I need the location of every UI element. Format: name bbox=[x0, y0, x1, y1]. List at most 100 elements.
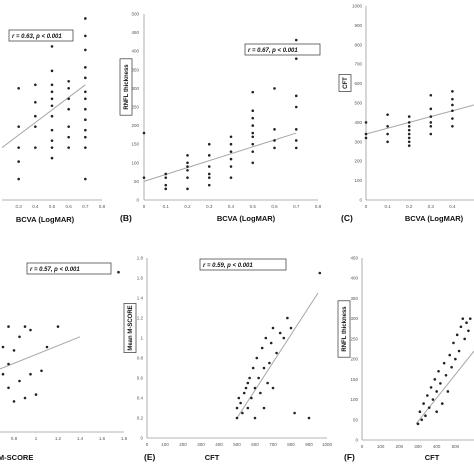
y-tick-label: 0 bbox=[140, 436, 143, 441]
data-point bbox=[266, 381, 269, 385]
data-point bbox=[451, 90, 454, 93]
data-point bbox=[50, 90, 54, 94]
data-point bbox=[251, 109, 255, 113]
x-tick-label: 900 bbox=[305, 442, 313, 447]
data-point bbox=[439, 382, 442, 385]
x-tick-label: 0.4 bbox=[449, 204, 456, 209]
data-point bbox=[268, 361, 271, 365]
data-point bbox=[286, 316, 289, 320]
data-point bbox=[229, 165, 233, 168]
data-point bbox=[1, 372, 5, 376]
data-point bbox=[84, 118, 87, 122]
data-point bbox=[84, 34, 87, 38]
data-point bbox=[289, 326, 293, 330]
data-point bbox=[429, 386, 433, 389]
data-point bbox=[463, 337, 466, 341]
x-tick-label: 0.6 bbox=[66, 204, 73, 209]
data-point bbox=[246, 381, 250, 385]
y-tick-label: 150 bbox=[131, 142, 139, 147]
data-point bbox=[442, 361, 446, 365]
data-point bbox=[229, 176, 233, 179]
data-point bbox=[84, 97, 87, 101]
data-point bbox=[34, 114, 37, 118]
x-tick-label: 1 bbox=[35, 436, 38, 441]
data-point bbox=[34, 100, 37, 104]
data-point bbox=[84, 48, 87, 52]
data-point bbox=[50, 156, 54, 160]
data-point bbox=[18, 335, 21, 339]
data-point bbox=[273, 139, 276, 142]
data-point bbox=[186, 154, 189, 157]
data-point bbox=[446, 390, 450, 393]
data-point bbox=[260, 346, 264, 350]
data-point bbox=[84, 90, 87, 94]
data-point bbox=[67, 107, 70, 111]
y-axis-label: RNFL thickness bbox=[124, 64, 130, 110]
x-tick-label: 0.3 bbox=[206, 204, 213, 209]
y-tick-label: 0 bbox=[136, 198, 139, 203]
data-point bbox=[229, 142, 233, 146]
data-point bbox=[50, 45, 54, 48]
y-tick-label: 100 bbox=[350, 397, 358, 402]
panel-label: (C) bbox=[341, 213, 353, 223]
data-point bbox=[416, 422, 420, 426]
y-tick-label: 500 bbox=[354, 101, 362, 106]
x-tick-label: 0.1 bbox=[384, 204, 391, 209]
y-tick-label: 350 bbox=[350, 296, 358, 301]
data-point bbox=[50, 128, 54, 132]
x-axis-label: CFT bbox=[205, 453, 220, 462]
data-point bbox=[452, 341, 455, 345]
data-point bbox=[17, 160, 20, 163]
data-point bbox=[251, 150, 255, 153]
x-tick-label: 0.2 bbox=[184, 204, 191, 209]
y-axis-label: RNFL thickness bbox=[342, 306, 348, 352]
data-point bbox=[84, 146, 87, 149]
data-point bbox=[23, 396, 27, 400]
y-tick-label: 1.8 bbox=[137, 256, 144, 261]
stat-annotation: r = 0.63, p < 0.001 bbox=[12, 34, 62, 40]
y-tick-label: 300 bbox=[354, 139, 362, 144]
data-point bbox=[278, 331, 282, 335]
data-point bbox=[457, 349, 461, 353]
data-point bbox=[461, 317, 465, 320]
y-tick-label: 300 bbox=[131, 86, 139, 91]
data-point bbox=[84, 107, 87, 111]
data-point bbox=[429, 115, 433, 118]
data-point bbox=[418, 410, 422, 413]
data-point bbox=[239, 401, 242, 405]
data-point bbox=[34, 125, 37, 128]
data-point bbox=[251, 135, 255, 139]
data-point bbox=[244, 386, 248, 390]
x-axis-label: BCVA (LogMAR) bbox=[405, 214, 464, 223]
data-point bbox=[1, 345, 5, 349]
data-point bbox=[17, 86, 20, 90]
data-point bbox=[364, 132, 368, 136]
data-point bbox=[207, 183, 211, 187]
data-point bbox=[17, 177, 20, 181]
data-point bbox=[7, 386, 10, 390]
data-point bbox=[264, 336, 268, 340]
data-point bbox=[293, 411, 296, 415]
data-point bbox=[186, 168, 189, 172]
stat-annotation: r = 0.59, p < 0.001 bbox=[203, 263, 253, 269]
y-axis-label-box bbox=[119, 58, 133, 116]
data-point bbox=[67, 125, 70, 128]
data-point bbox=[253, 386, 257, 390]
data-point bbox=[186, 187, 189, 191]
x-tick-label: 600 bbox=[251, 442, 259, 447]
data-point bbox=[448, 353, 452, 357]
x-axis-label: CFT bbox=[425, 453, 440, 462]
data-point bbox=[407, 115, 411, 118]
data-point bbox=[435, 390, 438, 393]
data-point bbox=[50, 83, 54, 87]
panel-label: (F) bbox=[344, 452, 355, 462]
data-point bbox=[164, 176, 168, 179]
data-point bbox=[251, 142, 255, 146]
panel-label: (B) bbox=[120, 213, 132, 223]
y-tick-label: 350 bbox=[131, 67, 139, 72]
data-point bbox=[250, 396, 253, 400]
data-point bbox=[50, 69, 54, 73]
y-tick-label: 400 bbox=[354, 120, 362, 125]
y-axis-label-box bbox=[337, 300, 351, 358]
